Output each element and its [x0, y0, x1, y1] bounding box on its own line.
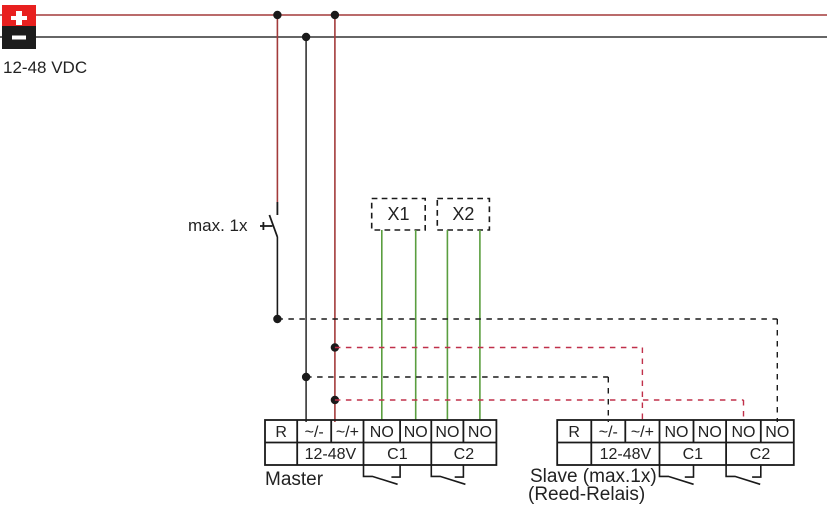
svg-text:NO: NO — [698, 424, 722, 441]
svg-text:C2: C2 — [454, 446, 475, 463]
svg-text:C1: C1 — [683, 446, 704, 463]
svg-text:C2: C2 — [750, 446, 771, 463]
svg-text:~/-: ~/- — [599, 424, 618, 441]
svg-text:Master: Master — [265, 469, 324, 490]
svg-text:12-48V: 12-48V — [305, 446, 357, 463]
svg-text:max. 1x: max. 1x — [188, 216, 248, 235]
svg-text:X1: X1 — [387, 204, 409, 224]
svg-text:NO: NO — [468, 424, 492, 441]
svg-text:C1: C1 — [387, 446, 408, 463]
svg-text:NO: NO — [732, 424, 756, 441]
svg-text:(Reed-Relais): (Reed-Relais) — [528, 484, 645, 505]
svg-text:NO: NO — [404, 424, 428, 441]
svg-text:R: R — [568, 424, 580, 441]
svg-text:12-48V: 12-48V — [600, 446, 652, 463]
svg-text:NO: NO — [435, 424, 459, 441]
svg-text:R: R — [275, 424, 287, 441]
svg-text:~/-: ~/- — [305, 424, 324, 441]
svg-text:NO: NO — [370, 424, 394, 441]
svg-text:~/+: ~/+ — [631, 424, 654, 441]
svg-text:NO: NO — [765, 424, 789, 441]
svg-text:NO: NO — [665, 424, 689, 441]
svg-text:~/+: ~/+ — [336, 424, 359, 441]
svg-text:12-48 VDC: 12-48 VDC — [3, 58, 87, 77]
svg-text:X2: X2 — [452, 204, 474, 224]
